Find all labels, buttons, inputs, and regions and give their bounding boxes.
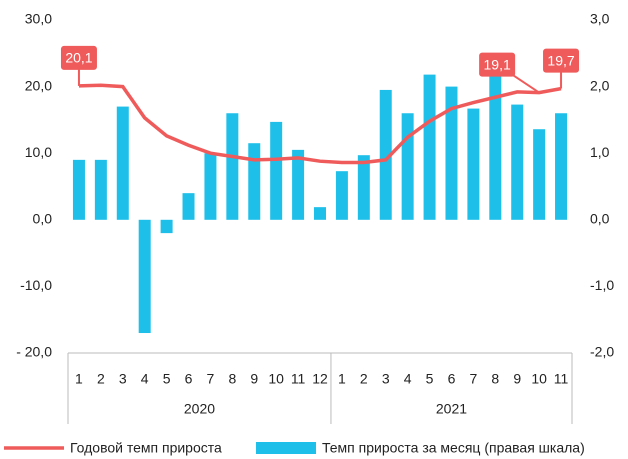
group-label: 2021 — [436, 401, 467, 417]
x-tick-label: 5 — [426, 371, 434, 387]
x-tick-label: 10 — [531, 371, 547, 387]
y-tick-label: -10,0 — [20, 277, 52, 293]
x-tick-label: 6 — [185, 371, 193, 387]
y2-tick-label: 3,0 — [590, 11, 610, 27]
bar — [314, 207, 326, 220]
data-label: 19,7 — [547, 52, 574, 68]
x-tick-label: 1 — [75, 371, 83, 387]
callout-box — [543, 48, 580, 73]
y-tick-label: - 20,0 — [16, 344, 52, 360]
bar — [248, 143, 261, 220]
x-tick-label: 6 — [448, 371, 456, 387]
bar — [489, 71, 502, 220]
bar — [138, 219, 151, 334]
legend-label: Годовой темп прироста — [70, 440, 222, 456]
x-tick-label: 2 — [360, 371, 368, 387]
y-tick-label: 0,0 — [33, 211, 53, 227]
bar — [182, 193, 195, 220]
bar — [226, 113, 239, 220]
x-tick-label: 4 — [404, 371, 412, 387]
legend-swatch — [256, 442, 316, 454]
x-tick-label: 9 — [250, 371, 258, 387]
x-tick-label: 1 — [338, 371, 346, 387]
y2-tick-label: -1,0 — [590, 277, 614, 293]
bar — [401, 113, 414, 220]
bar — [335, 171, 348, 220]
y2-tick-label: 0,0 — [590, 211, 610, 227]
x-tick-label: 2 — [97, 371, 105, 387]
x-tick-label: 8 — [491, 371, 499, 387]
x-tick-label: 12 — [312, 371, 328, 387]
x-tick-label: 8 — [228, 371, 236, 387]
x-tick-label: 5 — [163, 371, 171, 387]
y2-tick-label: -2,0 — [590, 344, 614, 360]
bar — [72, 159, 85, 220]
bar — [467, 108, 480, 220]
x-tick-label: 7 — [469, 371, 477, 387]
callout-box — [479, 52, 516, 77]
x-tick-label: 11 — [291, 371, 306, 387]
bar — [204, 153, 217, 220]
bar — [292, 149, 305, 220]
bar — [357, 155, 370, 220]
x-tick-label: 9 — [513, 371, 521, 387]
bar — [379, 89, 392, 220]
bar — [511, 104, 524, 220]
y2-tick-label: 2,0 — [590, 77, 610, 93]
bar — [94, 159, 107, 220]
x-tick-label: 3 — [382, 371, 390, 387]
bar — [160, 219, 173, 234]
callout-box — [60, 45, 97, 70]
y2-tick-label: 1,0 — [590, 144, 610, 160]
x-tick-label: 4 — [141, 371, 149, 387]
y-tick-label: 20,0 — [25, 77, 52, 93]
data-label: 20,1 — [65, 50, 92, 66]
group-label: 2020 — [184, 401, 215, 417]
bar — [445, 86, 458, 220]
bar — [116, 106, 129, 220]
legend-label: Темп прироста за месяц (правая шкала) — [322, 440, 585, 456]
line — [78, 83, 562, 165]
x-tick-label: 10 — [268, 371, 284, 387]
x-tick-label: 11 — [554, 371, 569, 387]
bar — [555, 113, 568, 220]
bar — [533, 129, 546, 220]
x-tick-label: 3 — [119, 371, 127, 387]
y-tick-label: 30,0 — [25, 11, 52, 27]
bar — [270, 121, 283, 220]
bar — [423, 74, 436, 220]
y-tick-label: 10,0 — [25, 144, 52, 160]
data-label: 19,1 — [484, 56, 511, 72]
x-tick-label: 7 — [207, 371, 215, 387]
